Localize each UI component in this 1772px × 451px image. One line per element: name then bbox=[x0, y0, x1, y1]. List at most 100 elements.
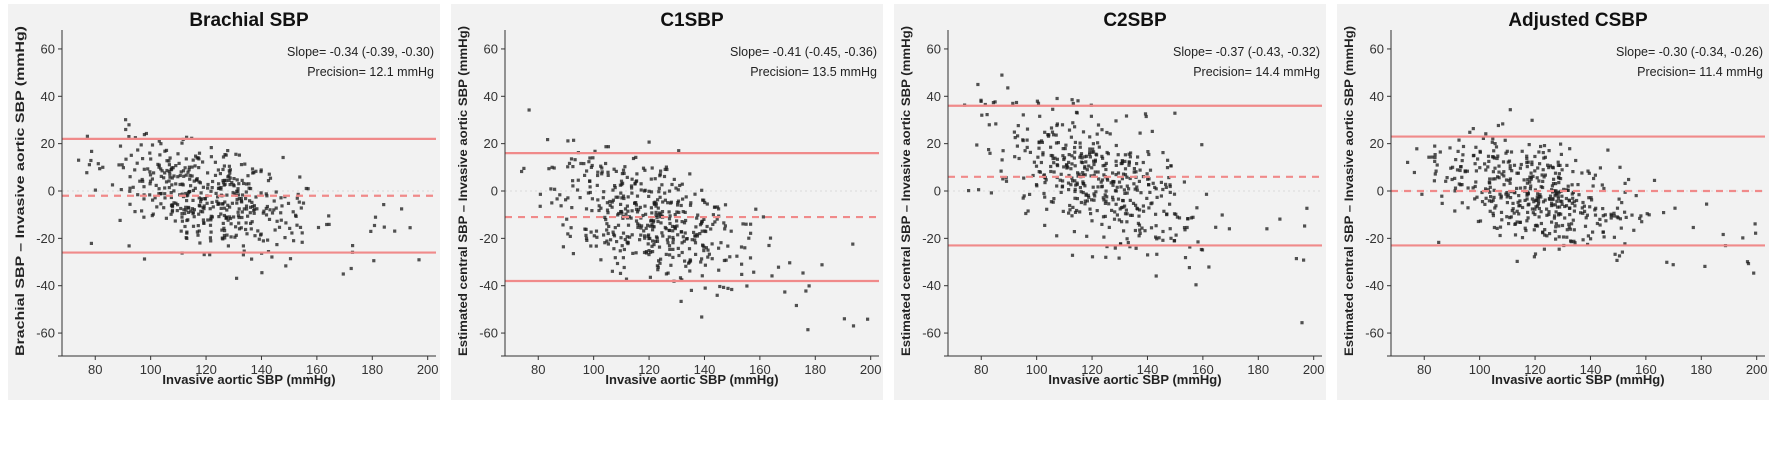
data-point bbox=[216, 168, 220, 172]
data-point bbox=[1595, 221, 1599, 226]
data-point bbox=[1073, 125, 1077, 129]
data-point bbox=[225, 208, 229, 212]
data-point bbox=[1131, 201, 1136, 205]
data-point bbox=[191, 158, 195, 162]
data-point bbox=[649, 250, 653, 254]
data-point bbox=[710, 242, 714, 246]
data-point bbox=[588, 156, 592, 160]
data-point bbox=[1497, 170, 1501, 174]
data-point bbox=[1627, 177, 1631, 182]
data-point bbox=[1079, 200, 1083, 205]
data-point bbox=[1536, 197, 1541, 201]
data-point bbox=[1551, 182, 1556, 186]
data-point bbox=[225, 193, 229, 197]
x-tick-label: 200 bbox=[1746, 362, 1768, 377]
data-point bbox=[1149, 226, 1154, 230]
data-point bbox=[1037, 141, 1041, 145]
data-point bbox=[703, 200, 707, 205]
data-point bbox=[1606, 148, 1610, 152]
data-point bbox=[1107, 225, 1111, 229]
data-point bbox=[1023, 149, 1027, 153]
data-point bbox=[1116, 171, 1121, 175]
data-point bbox=[136, 193, 140, 197]
x-tick-label: 80 bbox=[531, 362, 545, 377]
data-point bbox=[1125, 175, 1129, 179]
data-point bbox=[664, 272, 668, 276]
data-point bbox=[1062, 156, 1067, 160]
data-point bbox=[1541, 230, 1545, 234]
data-point bbox=[1031, 173, 1035, 178]
data-point bbox=[1475, 195, 1479, 199]
data-point bbox=[208, 223, 213, 227]
data-point bbox=[153, 196, 157, 200]
data-point bbox=[229, 222, 233, 226]
data-point bbox=[620, 244, 624, 248]
data-point bbox=[614, 195, 618, 199]
data-point bbox=[275, 219, 279, 223]
data-point bbox=[1195, 206, 1199, 210]
data-point bbox=[666, 241, 670, 245]
data-point bbox=[351, 244, 355, 248]
data-point bbox=[1138, 228, 1142, 232]
x-axis-label: Invasive aortic SBP (mmHg) bbox=[1491, 372, 1664, 387]
data-point bbox=[703, 229, 707, 233]
data-point bbox=[165, 168, 169, 173]
data-point bbox=[1602, 235, 1606, 239]
data-point bbox=[1406, 160, 1410, 164]
data-point bbox=[1038, 114, 1042, 118]
data-point bbox=[683, 231, 687, 235]
data-point bbox=[241, 253, 245, 257]
data-point bbox=[652, 225, 656, 229]
data-point bbox=[193, 186, 197, 190]
data-point bbox=[1127, 160, 1131, 164]
data-point bbox=[1046, 133, 1050, 137]
data-point bbox=[1043, 223, 1047, 227]
data-point bbox=[222, 183, 226, 187]
data-point bbox=[680, 220, 684, 224]
data-point bbox=[1515, 186, 1519, 190]
data-point bbox=[230, 181, 234, 185]
data-point bbox=[1465, 169, 1469, 173]
data-point bbox=[606, 231, 610, 236]
data-point bbox=[1612, 235, 1616, 239]
data-point bbox=[241, 244, 245, 248]
data-point bbox=[1073, 210, 1078, 214]
data-point bbox=[659, 257, 663, 261]
data-point bbox=[1530, 162, 1534, 167]
x-tick-label: 80 bbox=[88, 362, 102, 377]
data-point bbox=[236, 210, 240, 214]
data-point bbox=[201, 160, 205, 164]
data-point bbox=[1114, 173, 1118, 177]
data-point bbox=[999, 169, 1003, 173]
data-point bbox=[1105, 130, 1109, 135]
data-point bbox=[743, 246, 747, 250]
data-point bbox=[866, 317, 870, 321]
data-point bbox=[630, 191, 634, 195]
data-point bbox=[1703, 264, 1707, 268]
data-point bbox=[237, 197, 241, 201]
data-point bbox=[127, 135, 131, 139]
data-point bbox=[1570, 192, 1574, 196]
data-point bbox=[1083, 184, 1087, 188]
data-point bbox=[1056, 164, 1060, 168]
x-tick-label: 120 bbox=[638, 362, 660, 377]
data-point bbox=[1220, 213, 1224, 217]
data-point bbox=[1000, 158, 1004, 162]
data-point bbox=[124, 157, 128, 161]
data-point bbox=[341, 272, 345, 276]
data-point bbox=[994, 122, 998, 126]
data-point bbox=[665, 238, 669, 242]
data-point bbox=[128, 189, 132, 193]
data-point bbox=[1528, 187, 1532, 191]
data-point bbox=[1433, 172, 1437, 176]
data-point bbox=[1147, 206, 1151, 210]
data-point bbox=[621, 181, 625, 185]
data-point bbox=[1070, 154, 1074, 158]
data-point bbox=[1083, 155, 1087, 159]
data-point bbox=[142, 257, 147, 261]
data-point bbox=[693, 234, 697, 238]
data-point bbox=[606, 242, 610, 246]
data-point bbox=[588, 190, 592, 195]
data-point bbox=[141, 157, 145, 161]
data-point bbox=[1022, 194, 1026, 198]
